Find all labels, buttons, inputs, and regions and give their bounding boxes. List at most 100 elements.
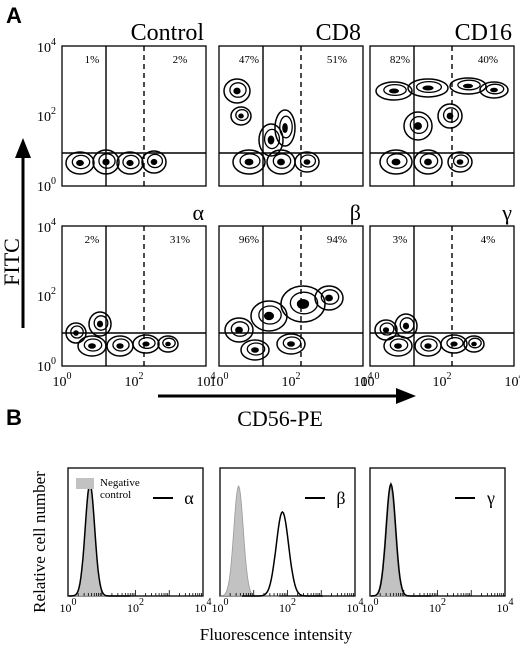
y-tick-label-base: 10 (37, 110, 51, 125)
contour-cluster (383, 335, 413, 357)
x-tick-label-exponent: 4 (211, 371, 216, 382)
relative-cell-number-title: Relative cell number (30, 471, 49, 613)
hist-x-tick-label: 102 (127, 597, 144, 615)
hist-x-tick-label: 100 (212, 597, 229, 615)
histogram-title: β (336, 488, 345, 508)
y-tick-label: 102 (37, 106, 56, 125)
left-percentage: 47% (239, 54, 259, 66)
y-tick-label-base: 10 (37, 360, 51, 375)
dot-plot-1: 47% 51% CD8 (218, 20, 364, 187)
y-tick-label-base: 10 (37, 41, 51, 56)
hist-x-tick-label-base: 10 (127, 601, 139, 615)
x-tick-label-exponent: 2 (296, 371, 301, 382)
contour-cluster (88, 311, 112, 337)
y-tick-label-exponent: 0 (51, 176, 56, 187)
hist-x-tick-label-exponent: 0 (72, 597, 77, 608)
contour-cluster (294, 151, 320, 173)
hist-x-tick-label-base: 10 (497, 601, 509, 615)
hist-x-tick-label-exponent: 2 (441, 597, 446, 608)
right-percentage: 4% (481, 234, 496, 246)
right-percentage: 51% (327, 54, 347, 66)
contour-cluster (223, 78, 251, 104)
plot-frame (61, 225, 207, 367)
plot-frame (61, 45, 207, 187)
left-percentage: 96% (239, 234, 259, 246)
x-tick-label-base: 10 (505, 375, 519, 390)
left-percentage: 82% (390, 54, 410, 66)
contour-cluster (463, 335, 485, 353)
contour-cluster (65, 151, 95, 175)
x-tick-label-exponent: 2 (447, 371, 452, 382)
fitc-axis: FITC (0, 138, 31, 328)
hist-x-tick-label-base: 10 (362, 601, 374, 615)
x-tick-label-base: 10 (282, 375, 296, 390)
legend-negative-label: Negative (100, 477, 140, 489)
plot-title: γ (501, 200, 512, 225)
hist-x-tick-label-exponent: 4 (359, 597, 364, 608)
x-tick-label-base: 10 (210, 375, 224, 390)
plot-frame (369, 225, 515, 367)
contour-cluster (280, 285, 326, 323)
hist-x-tick-label-exponent: 2 (291, 597, 296, 608)
contour-cluster (224, 317, 254, 343)
y-tick-label-base: 10 (37, 221, 51, 236)
contour-cluster (132, 334, 160, 354)
x-tick-label-exponent: 4 (368, 371, 373, 382)
contour-cluster (232, 149, 266, 175)
x-tick-label-base: 10 (197, 375, 211, 390)
right-percentage: 2% (173, 54, 188, 66)
left-percentage: 1% (85, 54, 100, 66)
fluorescence-intensity-title: Fluorescence intensity (200, 625, 353, 644)
x-tick-label: 104 (354, 371, 373, 390)
sample-curve (68, 482, 131, 597)
x-tick-label-base: 10 (361, 375, 375, 390)
dot-plot-2: 82% 40% CD16 (369, 20, 515, 187)
y-tick-label-exponent: 4 (51, 37, 56, 48)
right-percentage: 40% (478, 54, 498, 66)
fitc-axis-title: FITC (0, 238, 24, 286)
contour-cluster (258, 123, 284, 157)
y-tick-label-exponent: 4 (51, 217, 56, 228)
x-tick-label: 104 (197, 371, 216, 390)
y-tick-label: 104 (37, 217, 56, 236)
y-tick-label-base: 10 (37, 290, 51, 305)
y-tick-label: 102 (37, 286, 56, 305)
y-tick-label-exponent: 0 (51, 356, 56, 367)
x-tick-label-base: 10 (354, 375, 368, 390)
hist-x-tick-label-exponent: 4 (509, 597, 514, 608)
panel-a-label: A (6, 3, 22, 28)
cd56-axis-title: CD56-PE (237, 406, 323, 431)
hist-x-tick-label-base: 10 (195, 601, 207, 615)
contour-cluster (157, 335, 179, 353)
x-tick-label: 102 (433, 371, 452, 390)
contour-cluster (403, 111, 433, 141)
y-tick-label: 104 (37, 37, 56, 56)
hist-x-tick-label: 104 (497, 597, 514, 615)
x-tick-label-exponent: 0 (224, 371, 229, 382)
hist-x-tick-label: 104 (195, 597, 212, 615)
y-tick-label-exponent: 2 (51, 106, 56, 117)
x-tick-label: 100 (210, 371, 229, 390)
hist-x-tick-label-base: 10 (347, 601, 359, 615)
contour-cluster (274, 109, 296, 147)
plot-title: CD16 (455, 20, 512, 46)
hist-x-tick-label-exponent: 0 (224, 597, 229, 608)
hist-x-tick-label-exponent: 0 (374, 597, 379, 608)
y-tick-label-base: 10 (37, 180, 51, 195)
x-tick-label: 100 (53, 371, 72, 390)
x-tick-label-exponent: 0 (375, 371, 380, 382)
hist-x-tick-label-exponent: 4 (207, 597, 212, 608)
x-tick-label: 104 (505, 371, 520, 390)
contour-cluster (116, 151, 144, 175)
x-tick-label-base: 10 (433, 375, 447, 390)
plot-title: β (350, 200, 361, 225)
legend-control-label: control (100, 489, 131, 501)
contour-cluster (437, 103, 463, 129)
